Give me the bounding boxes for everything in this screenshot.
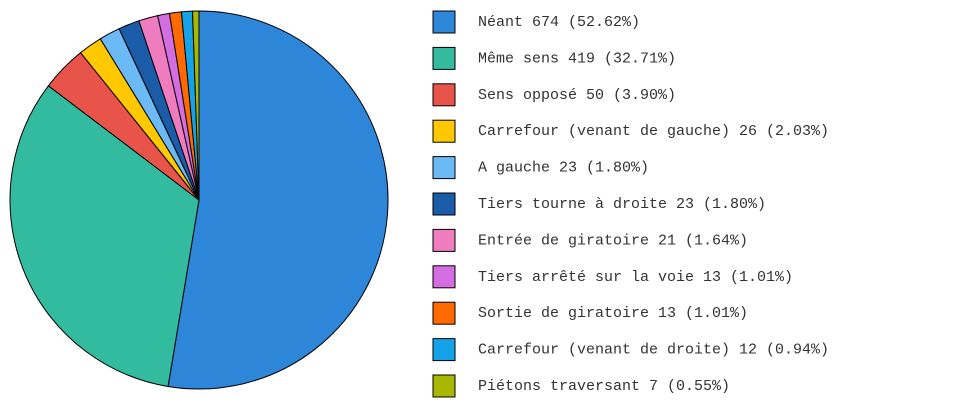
legend-value: 13 (1.01%) [658,305,748,322]
legend-name: Tiers arrêté sur la voie [478,269,694,286]
legend-label: Sortie de giratoire 13 (1.01%) [478,305,748,322]
legend-label: Carrefour (venant de droite) 12 (0.94%) [478,342,829,359]
legend-value: 50 (3.90%) [586,87,676,104]
pie-slice [167,10,389,390]
legend-swatch [432,156,456,180]
legend-name: Sortie de giratoire [478,305,649,322]
legend-value: 674 (52.62%) [532,14,640,31]
legend-swatch [432,374,456,398]
legend-swatch [432,10,456,34]
legend-value: 13 (1.01%) [703,269,793,286]
legend-name: Carrefour (venant de gauche) [478,123,730,140]
pie-slice [9,85,200,388]
legend-swatch [432,265,456,289]
legend-name: Carrefour (venant de droite) [478,342,730,359]
pie-slice [191,10,200,201]
legend-value: 23 (1.80%) [676,196,766,213]
legend-name: Même sens [478,50,559,67]
legend-name: Sens opposé [478,87,577,104]
legend-label: Entrée de giratoire 21 (1.64%) [478,232,748,249]
legend-label: Néant 674 (52.62%) [478,14,640,31]
legend-name: A gauche [478,160,550,177]
legend-value: 419 (32.71%) [568,50,676,67]
legend-value: 7 (0.55%) [649,378,730,395]
legend-name: Néant [478,14,523,31]
legend-label: A gauche 23 (1.80%) [478,160,649,177]
legend-value: 21 (1.64%) [658,232,748,249]
legend-swatch [432,338,456,362]
legend-name: Piétons traversant [478,378,640,395]
legend-label: Sens opposé 50 (3.90%) [478,87,676,104]
legend-swatch [432,228,456,252]
legend-name: Entrée de giratoire [478,232,649,249]
legend-value: 23 (1.80%) [559,160,649,177]
legend-swatch [432,192,456,216]
legend-name: Tiers tourne à droite [478,196,667,213]
legend-label: Piétons traversant 7 (0.55%) [478,378,730,395]
legend-swatch [432,46,456,70]
legend-swatch [432,119,456,143]
legend-value: 12 (0.94%) [739,342,829,359]
legend-label: Même sens 419 (32.71%) [478,50,676,67]
legend-label: Carrefour (venant de gauche) 26 (2.03%) [478,123,829,140]
legend-label: Tiers tourne à droite 23 (1.80%) [478,196,766,213]
legend-swatch [432,301,456,325]
legend-label: Tiers arrêté sur la voie 13 (1.01%) [478,269,793,286]
legend-swatch [432,83,456,107]
legend-value: 26 (2.03%) [739,123,829,140]
